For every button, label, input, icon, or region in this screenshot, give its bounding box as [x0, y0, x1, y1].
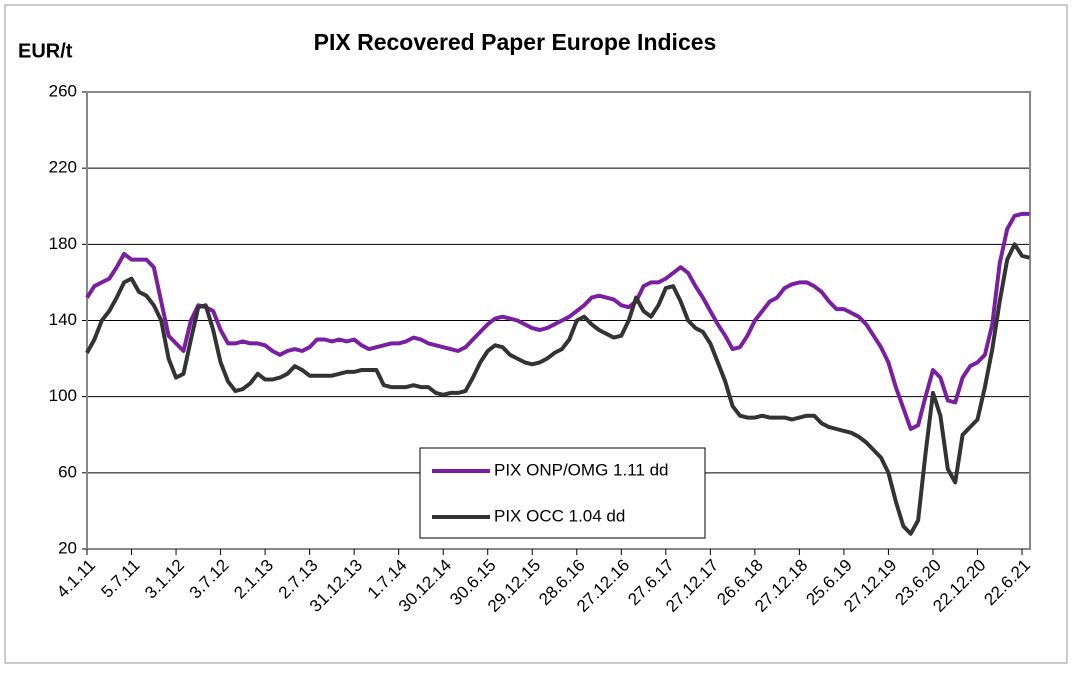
y-tick-label: 100 [49, 386, 77, 405]
lines [85, 211, 1030, 536]
legend: PIX ONP/OMG 1.11 dd PIX OCC 1.04 dd [432, 460, 668, 525]
frame [4, 4, 1068, 664]
legend-box [419, 447, 706, 539]
y-tick-label: 220 [49, 158, 77, 177]
y-tick-label: 20 [58, 538, 77, 557]
y-tick-label: 260 [49, 81, 77, 100]
legend-label: PIX ONP/OMG 1.11 dd [494, 460, 668, 479]
series-line [85, 242, 1030, 536]
y-tick-label: 60 [58, 462, 77, 481]
plot-border [86, 91, 1031, 550]
y-axis-label: EUR/t [18, 40, 73, 62]
legend-label: PIX OCC 1.04 dd [494, 506, 625, 525]
series-line [85, 211, 1030, 431]
chart-title: PIX Recovered Paper Europe Indices [314, 29, 717, 55]
y-tick-label: 180 [49, 234, 77, 253]
y-tick-label: 140 [49, 310, 77, 329]
